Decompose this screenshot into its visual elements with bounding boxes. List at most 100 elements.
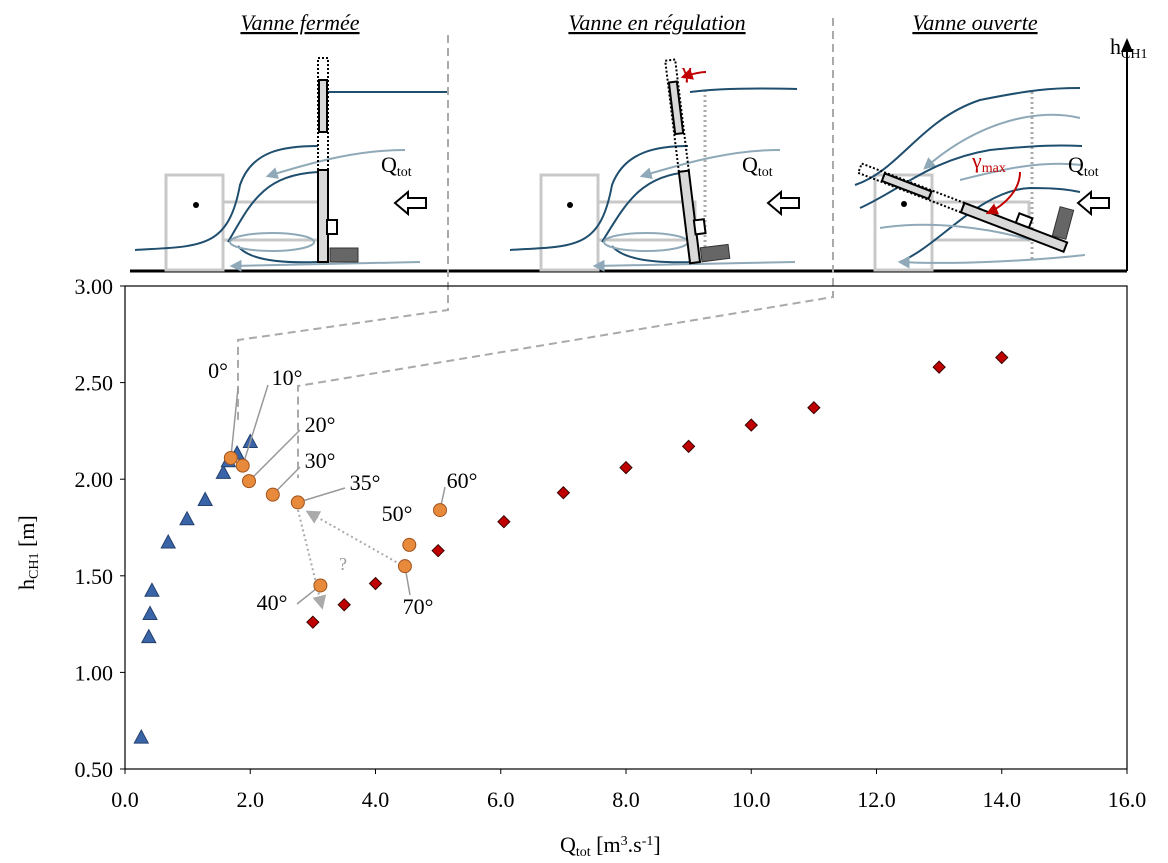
- label-leader: [297, 487, 346, 504]
- point: [337, 598, 351, 612]
- angle-label-part: γ: [681, 58, 692, 83]
- x-axis-label-part: tot: [576, 845, 591, 860]
- point-label: 40°: [257, 590, 288, 615]
- x-tick-label: 4.0: [362, 787, 390, 812]
- y-tick-label: 1.50: [75, 564, 114, 589]
- plot-frame: [124, 285, 1128, 770]
- point-label: 10°: [272, 365, 303, 390]
- point: [144, 582, 160, 597]
- panel-closed: [134, 57, 448, 272]
- point-label: 50°: [382, 501, 413, 526]
- angle-label-part: γ: [971, 148, 982, 173]
- x-tick-label: 8.0: [612, 787, 640, 812]
- point-label: 30°: [305, 448, 336, 473]
- y-tick-label: 3.00: [75, 274, 114, 299]
- point: [397, 559, 412, 574]
- point: [140, 628, 157, 644]
- point: [133, 729, 150, 744]
- panel-title: Vanne fermée: [240, 10, 359, 35]
- y-tick-label: 0.50: [75, 757, 114, 782]
- point-label: 35°: [350, 470, 381, 495]
- angle-label: γmax: [971, 148, 1006, 176]
- point: [197, 491, 213, 506]
- flow-label: Qtot: [381, 152, 412, 180]
- point: [556, 486, 571, 500]
- angle-label-part: max: [982, 161, 1006, 176]
- x-tick-label: 16.0: [1108, 787, 1147, 812]
- x-tick-label: 12.0: [857, 787, 896, 812]
- x-axis-label-part: -1: [642, 834, 654, 849]
- label-leader: [242, 384, 269, 466]
- point: [932, 360, 946, 374]
- point-label: 60°: [447, 468, 478, 493]
- flow-label-part: Q: [1068, 152, 1084, 177]
- label-leader: [248, 429, 301, 482]
- x-axis-label-part: 3: [621, 834, 628, 849]
- panel-open: [854, 38, 1133, 272]
- x-tick-label: 2.0: [237, 787, 265, 812]
- point: [265, 487, 280, 502]
- angle-label: γ: [681, 58, 692, 83]
- x-tick-label: 14.0: [983, 787, 1022, 812]
- flow-label: Qtot: [1068, 152, 1099, 180]
- point: [179, 510, 195, 526]
- x-axis-label-part: [m: [591, 832, 621, 857]
- point-label: 0°: [208, 358, 228, 383]
- point: [681, 439, 696, 454]
- x-axis-label-part: .s: [628, 832, 642, 857]
- flow-label-part: Q: [381, 152, 397, 177]
- point: [142, 605, 158, 620]
- point: [313, 578, 328, 593]
- point: [995, 350, 1009, 365]
- flow-label-part: tot: [397, 165, 412, 180]
- flow-label-part: tot: [758, 165, 773, 180]
- point: [619, 460, 633, 475]
- connector: [237, 35, 449, 420]
- y-tick-label: 2.00: [75, 467, 114, 492]
- diagrams: [130, 18, 1133, 610]
- point: [744, 418, 758, 432]
- panel-title: Vanne en régulation: [568, 10, 745, 35]
- point: [368, 576, 383, 591]
- y-tick-label: 2.50: [75, 371, 114, 396]
- y-axis-label-part: CH1: [27, 553, 42, 579]
- x-tick-label: 6.0: [487, 787, 515, 812]
- point: [235, 458, 250, 473]
- point-label: 70°: [403, 594, 434, 619]
- axis-label-part: h: [1110, 34, 1121, 59]
- label-leader: [230, 387, 239, 459]
- x-axis-label-part: Q: [560, 832, 576, 857]
- y-tick-label: 1.00: [75, 660, 114, 685]
- point: [433, 503, 448, 518]
- point: [431, 543, 445, 558]
- flow-label-part: Q: [742, 152, 758, 177]
- connector: [297, 18, 834, 478]
- y-axis-label-part: h: [14, 579, 39, 590]
- point: [290, 495, 305, 510]
- point: [402, 537, 417, 552]
- point: [215, 464, 232, 479]
- axis-label-part: CH1: [1121, 47, 1147, 62]
- y-axis-label: hCH1 [m]: [14, 515, 42, 590]
- y-axis-label-part: [m]: [14, 515, 39, 552]
- transition-arrow: [297, 509, 327, 610]
- point: [223, 450, 238, 465]
- transition-arrow: [305, 510, 406, 568]
- x-tick-label: 0.0: [111, 787, 139, 812]
- x-axis-label: Qtot [m3.s-1]: [560, 832, 661, 860]
- flow-label-part: tot: [1084, 165, 1099, 180]
- flow-label: Qtot: [742, 152, 773, 180]
- point: [807, 401, 821, 415]
- annotation: ?: [339, 554, 347, 574]
- axis-label: hCH1: [1110, 34, 1147, 62]
- x-axis-label-part: ]: [653, 832, 660, 857]
- point: [160, 533, 177, 549]
- point: [497, 514, 511, 529]
- point: [241, 474, 256, 489]
- point-label: 20°: [305, 412, 336, 437]
- point: [306, 615, 320, 629]
- x-tick-label: 10.0: [732, 787, 771, 812]
- panel-regulating: [509, 58, 800, 272]
- panel-title: Vanne ouverte: [912, 10, 1037, 35]
